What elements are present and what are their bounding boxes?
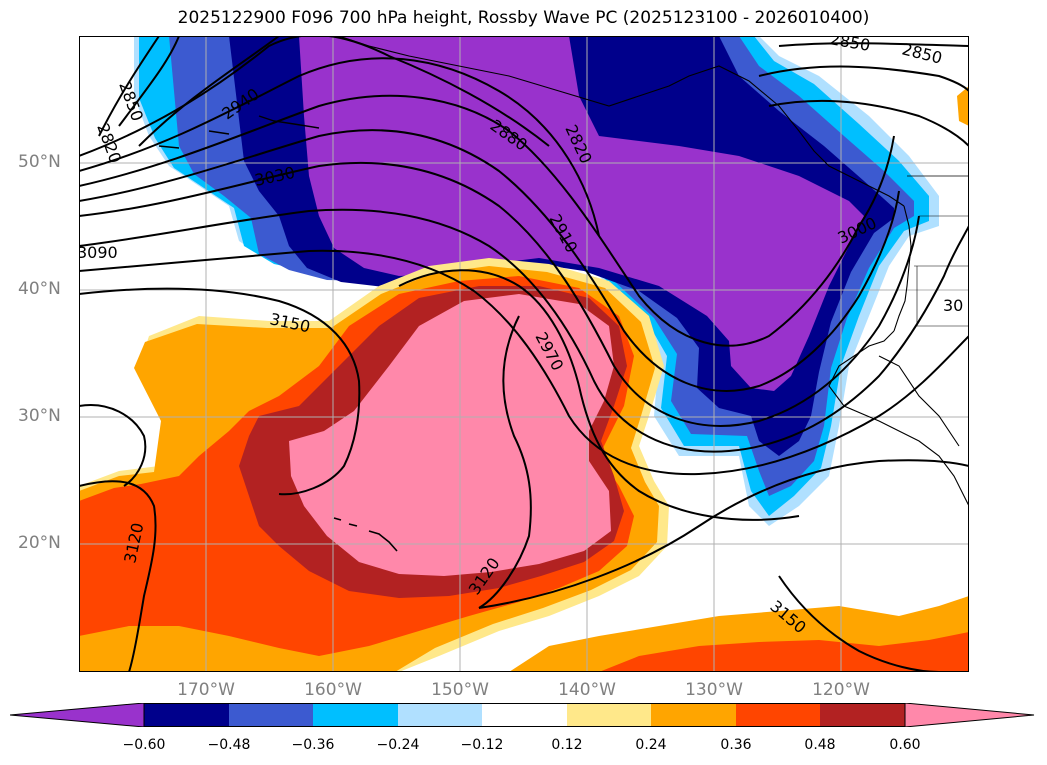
colorbar-segment bbox=[736, 703, 820, 727]
contour-2940 bbox=[79, 57, 600, 237]
colorbar-segment bbox=[398, 703, 482, 727]
contour-north-east-3 bbox=[768, 99, 969, 147]
lon-label-150w: 150°W bbox=[431, 680, 489, 700]
contour-3150-southeast bbox=[778, 575, 940, 672]
alaska-coast bbox=[338, 36, 905, 207]
contour-2850 bbox=[118, 36, 180, 127]
contour-north-east bbox=[778, 42, 969, 47]
baja-coast bbox=[878, 355, 960, 447]
colorbar-tick: −0.48 bbox=[207, 737, 251, 753]
colorbar-tick: 0.48 bbox=[804, 737, 836, 753]
negative-anomaly-shading bbox=[134, 36, 939, 526]
height-contours bbox=[79, 36, 969, 672]
contour-2910a bbox=[79, 36, 550, 157]
contour-3120-west bbox=[79, 480, 157, 672]
neg-anomaly-strong bbox=[299, 36, 864, 391]
map-panel[interactable]: 2820 2850 2880 2910 2940 2970 3000 3030 … bbox=[79, 36, 969, 672]
lat-label-40n: 40°N bbox=[18, 279, 61, 299]
colorbar-tick: 0.60 bbox=[889, 737, 921, 753]
contour-2820 bbox=[98, 36, 160, 137]
contour-3120-south bbox=[478, 315, 532, 609]
colorbar-tick: 0.24 bbox=[635, 737, 667, 753]
pos-anomaly-southeast-inner bbox=[599, 632, 969, 672]
hawaii bbox=[333, 517, 398, 552]
colorbar-segment bbox=[820, 703, 905, 727]
colorbar-segment bbox=[651, 703, 736, 727]
lat-label-50n: 50°N bbox=[18, 152, 61, 172]
colorbar-tick: −0.36 bbox=[291, 737, 335, 753]
contour-3120a bbox=[79, 249, 969, 476]
colorbar-tick: 0.36 bbox=[720, 737, 752, 753]
contour-label: 3090 bbox=[79, 243, 118, 262]
contour-label: 2850 bbox=[900, 39, 944, 67]
aleutians bbox=[158, 115, 320, 149]
colorbar-tick: −0.24 bbox=[376, 737, 420, 753]
colorbar-segment bbox=[229, 703, 313, 727]
colorbar-segment bbox=[482, 703, 567, 727]
contour-3000a bbox=[79, 94, 895, 347]
contour-north-east-2 bbox=[758, 65, 969, 92]
lat-label-20n: 20°N bbox=[18, 533, 61, 553]
contour-label: 30 bbox=[943, 296, 963, 315]
coastlines bbox=[158, 36, 969, 552]
colorbar-segment bbox=[144, 703, 229, 727]
colorbar-segment bbox=[313, 703, 398, 727]
lon-label-140w: 140°W bbox=[558, 680, 616, 700]
contour-3150a bbox=[79, 287, 361, 496]
pos-anomaly-strong bbox=[289, 294, 614, 576]
colorbar-extend-right bbox=[904, 703, 1035, 727]
lon-label-130w: 130°W bbox=[685, 680, 743, 700]
colorbar-tick: −0.60 bbox=[122, 737, 166, 753]
pos-anomaly-corner bbox=[957, 86, 969, 126]
colorbar bbox=[10, 703, 1035, 727]
contour-3060 bbox=[79, 161, 920, 427]
colorbar-tick: −0.12 bbox=[460, 737, 504, 753]
lat-label-30n: 30°N bbox=[18, 406, 61, 426]
map-title: 2025122900 F096 700 hPa height, Rossby W… bbox=[177, 8, 870, 28]
map-canvas: 2820 2850 2880 2910 2940 2970 3000 3030 … bbox=[79, 36, 969, 672]
colorbar-tick: 0.12 bbox=[551, 737, 583, 753]
contour-3090 bbox=[79, 208, 969, 453]
colorbar-border bbox=[143, 703, 906, 727]
contour-3150-ridge bbox=[398, 269, 800, 521]
california-coast bbox=[828, 330, 969, 507]
contour-3030 bbox=[79, 129, 900, 392]
lon-label-170w: 170°W bbox=[177, 680, 235, 700]
contour-2880a bbox=[138, 36, 280, 147]
contour-3150-west bbox=[79, 404, 147, 487]
map-border bbox=[79, 36, 969, 672]
contour-label: 2820 bbox=[93, 121, 125, 166]
contour-label: 2850 bbox=[828, 36, 871, 55]
lon-label-120w: 120°W bbox=[812, 680, 870, 700]
colorbar-segment bbox=[567, 703, 651, 727]
colorbar-extend-left bbox=[10, 703, 145, 727]
contour-3120-southeast bbox=[478, 459, 969, 609]
pacific-nw-coast bbox=[893, 205, 912, 332]
lon-label-160w: 160°W bbox=[304, 680, 362, 700]
